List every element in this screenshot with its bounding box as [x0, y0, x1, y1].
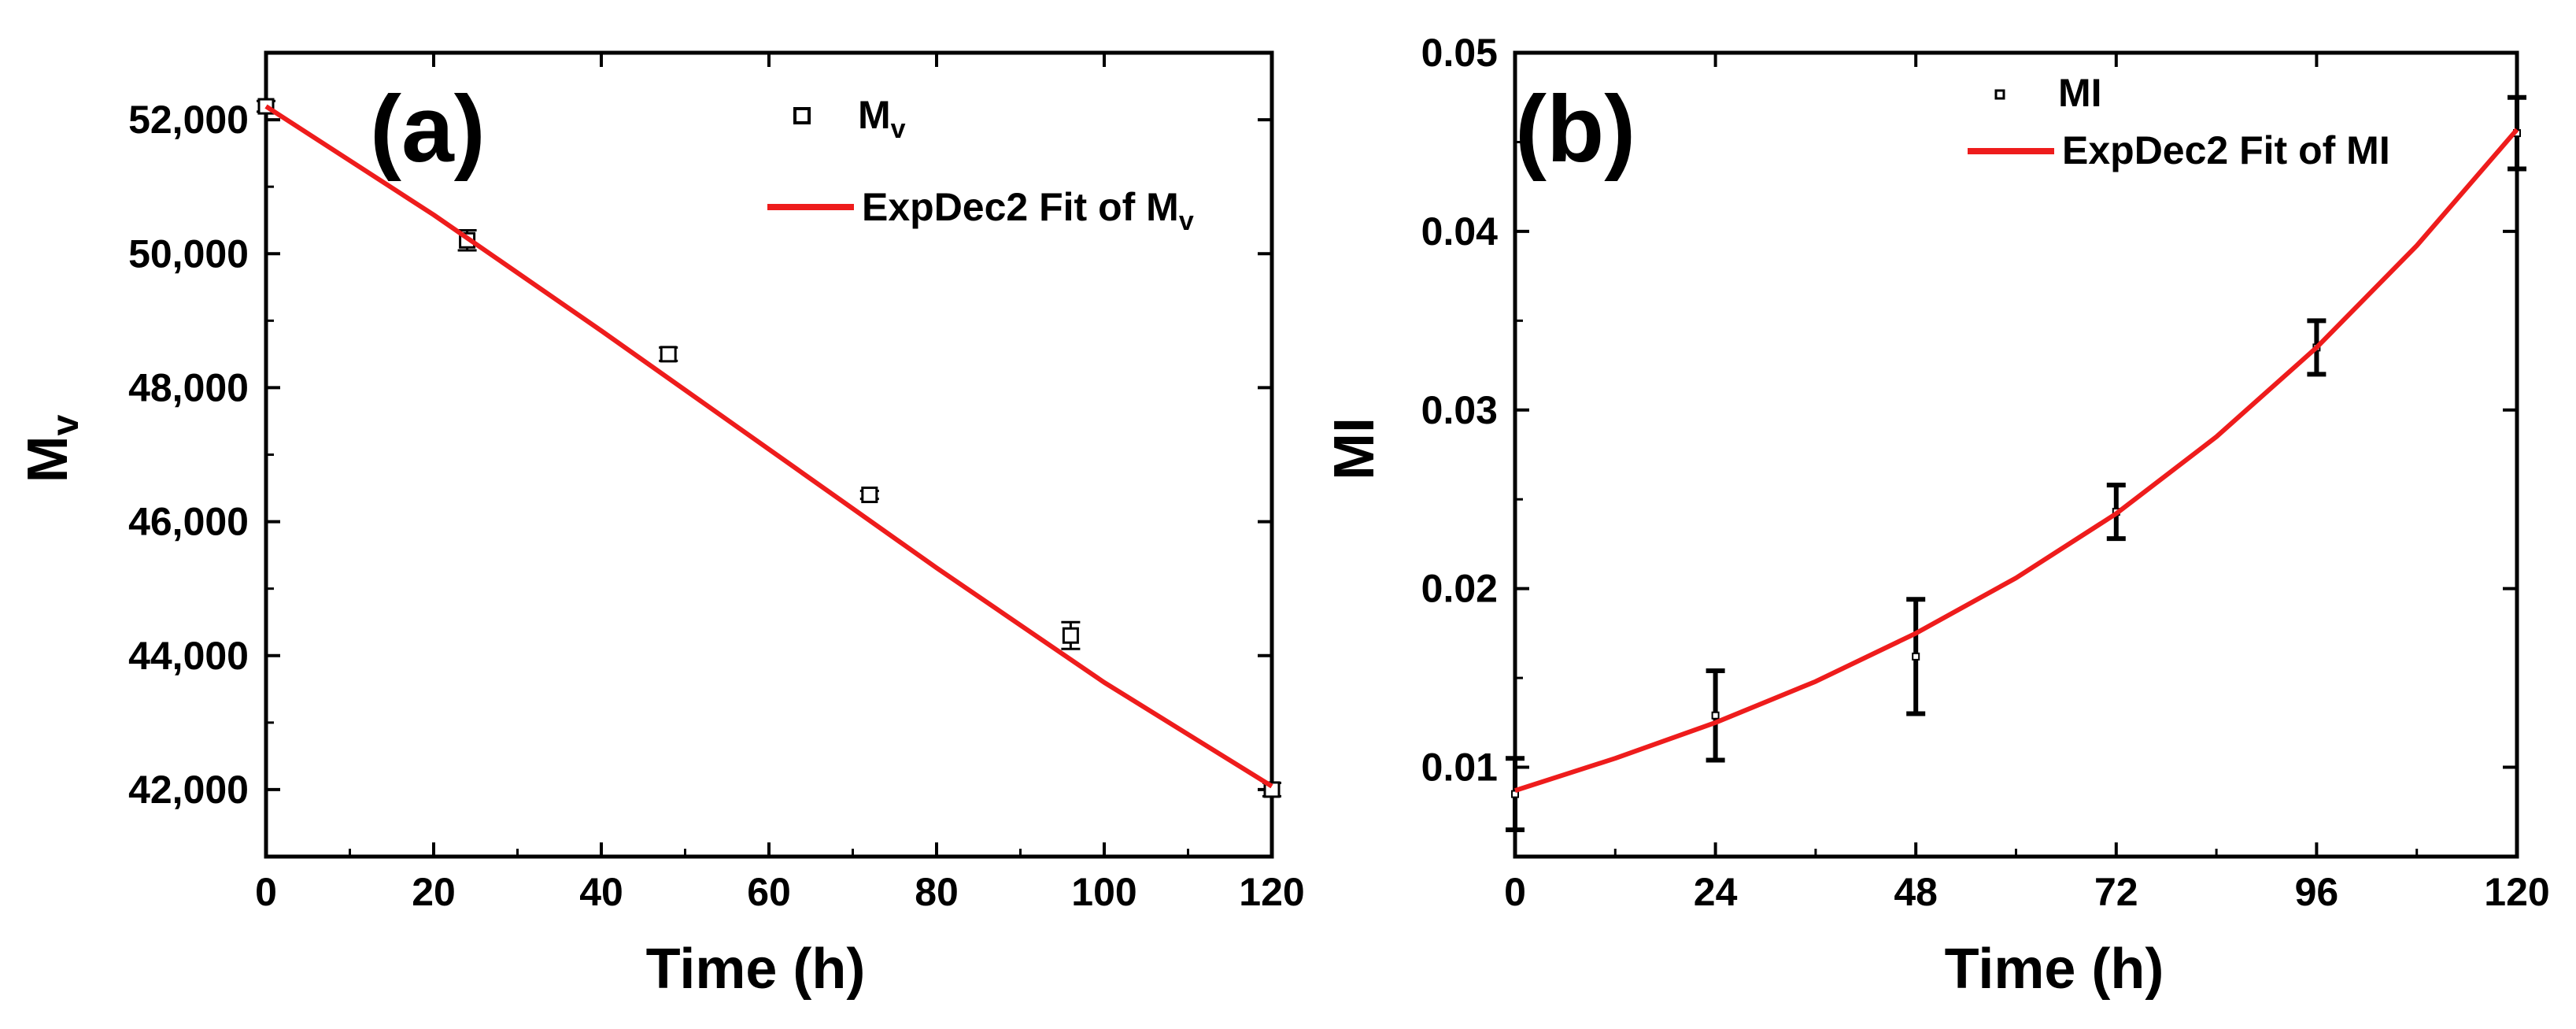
plot-area-b: 0 24 48 72 96 120 0.01 0.02 0.03 0.04 0.05	[1421, 31, 2550, 914]
legend-a-points-base: M	[858, 93, 891, 137]
panel-b: (b) Time (h) MI MI ExpDec2 Fit of MI 0 24…	[1323, 31, 2550, 1001]
panel-b-data-point	[1511, 790, 1519, 798]
panel-b-ytick-label: 0.03	[1421, 388, 1498, 432]
panel-a-ylabel: Mv	[17, 414, 87, 483]
panel-a-xlabel: Time (h)	[646, 938, 866, 1001]
panel-a-legend: Mv ExpDec2 Fit of Mv	[767, 93, 1194, 236]
panel-a-ylabel-base: M	[17, 435, 79, 483]
panel-b-xtick-label: 24	[1694, 870, 1738, 914]
panel-b-xtick-label: 48	[1894, 870, 1938, 914]
panel-a-xtick-label: 80	[915, 870, 959, 914]
panel-b-xtick-label: 96	[2295, 870, 2339, 914]
panel-b-xlabel: Time (h)	[1945, 938, 2164, 1001]
panel-a-xtick-label: 60	[747, 870, 791, 914]
panel-a-xtick-label: 100	[1071, 870, 1136, 914]
panel-a-ytick-label: 52,000	[128, 98, 249, 142]
legend-a-points-sub: v	[891, 114, 906, 144]
panel-a-ytick-label: 42,000	[128, 768, 249, 812]
panel-a-data-point	[861, 487, 878, 504]
panel-b-legend: MI ExpDec2 Fit of MI	[1968, 71, 2390, 172]
legend-a-points-label: Mv	[858, 93, 906, 144]
panel-a-ylabel-sub: v	[45, 414, 87, 435]
panel-a-data-point	[660, 346, 677, 363]
panel-b-ylabel: MI	[1323, 417, 1386, 480]
panel-b-xtick-label: 72	[2094, 870, 2138, 914]
legend-a-square-marker	[793, 107, 811, 124]
panel-b-ytick-label: 0.02	[1421, 567, 1498, 611]
panel-a-xtick-label: 120	[1239, 870, 1304, 914]
panel-b-ytick-label: 0.05	[1421, 31, 1498, 75]
panel-a-ytick-label: 50,000	[128, 231, 249, 276]
panel-b-xtick-label: 0	[1504, 870, 1526, 914]
plot-area-a: 0 20 40 60 80 100 120 42,000 44,000 46,000 48,000 5…	[128, 50, 1305, 914]
panel-b-ytick-label: 0.04	[1421, 209, 1499, 254]
panel-a-ytick-label: 48,000	[128, 365, 249, 409]
panel-a-ytick-label: 44,000	[128, 634, 249, 678]
panel-a-xtick-label: 0	[255, 870, 277, 914]
panel-b-fit-line	[1514, 128, 2519, 793]
panel-a-xtick-label: 20	[412, 870, 456, 914]
panel-a: (a) Time (h) Mv Mv ExpDec2 Fit of Mv 0 20…	[17, 50, 1305, 1001]
panel-b-xtick-label: 120	[2484, 870, 2549, 914]
legend-b-square-marker	[1994, 89, 2005, 100]
panel-a-data-point	[1062, 627, 1079, 644]
panel-b-plot-frame	[1513, 50, 2519, 859]
legend-a-line-sub: v	[1179, 206, 1194, 236]
legend-a-line-base: ExpDec2 Fit of M	[862, 185, 1179, 229]
panel-a-fit-line	[264, 104, 1273, 789]
legend-b-line-label: ExpDec2 Fit of MI	[2062, 128, 2390, 172]
panel-b-data-point	[1711, 711, 1720, 720]
legend-b-points-label: MI	[2058, 71, 2102, 115]
panel-a-tag: (a)	[370, 76, 486, 182]
panel-b-tag: (b)	[1515, 76, 1635, 182]
panel-b-data-point	[1912, 652, 1920, 661]
legend-a-line-label: ExpDec2 Fit of Mv	[862, 185, 1194, 236]
panel-a-ytick-label: 46,000	[128, 500, 249, 544]
panel-a-xtick-label: 40	[579, 870, 623, 914]
panel-b-ytick-label: 0.01	[1421, 746, 1498, 790]
